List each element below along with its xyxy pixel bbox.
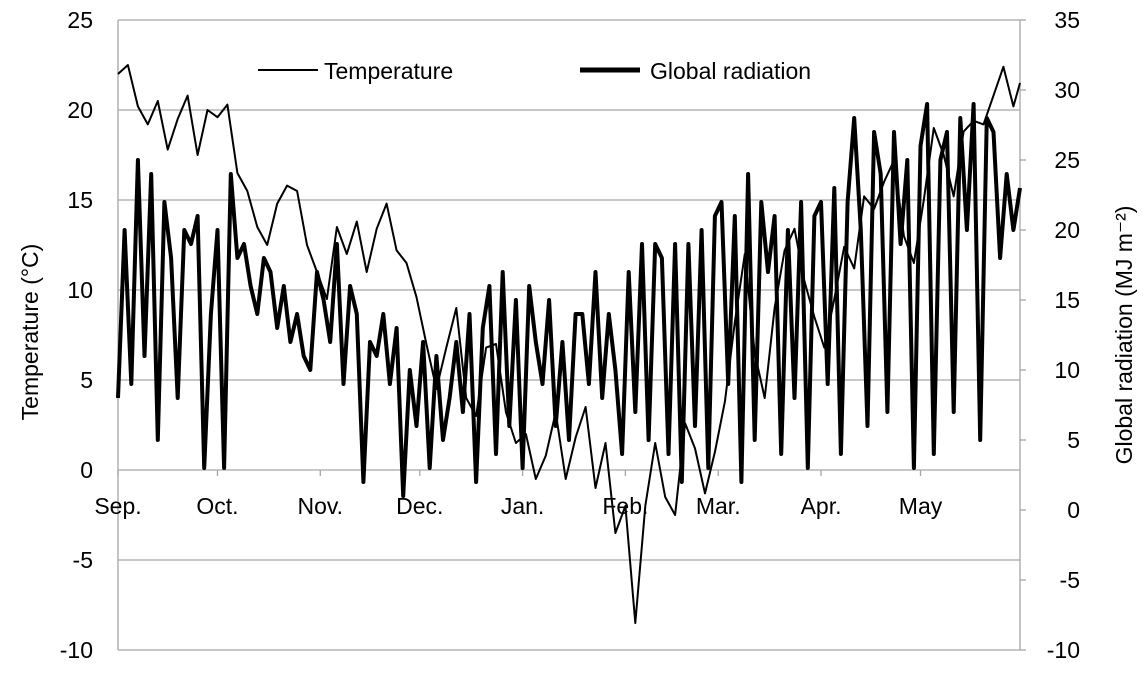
y2-tick-label: 30	[1054, 77, 1080, 103]
x-tick-label: Nov.	[297, 493, 343, 519]
x-tick-label: Jan.	[501, 493, 544, 519]
legend-label-global-radiation: Global radiation	[650, 58, 811, 84]
x-tick-labels: Sep. Oct. Nov. Dec. Jan. Feb. Mar. Apr. May	[94, 470, 943, 519]
x-tick-label: Mar.	[696, 493, 741, 519]
y2-tick-label: -5	[1060, 567, 1080, 593]
legend-label-temperature: Temperature	[324, 58, 453, 84]
y2-tick-label: 25	[1054, 147, 1080, 173]
left-y-tick-labels: 25 20 15 10 5 0 -5 -10	[60, 7, 93, 663]
y-tick-label: -10	[60, 637, 93, 663]
series-lines	[116, 64, 1022, 624]
x-tick-label: Apr.	[801, 493, 842, 519]
x-tick-label: May	[899, 493, 943, 519]
y-tick-label: 15	[67, 187, 93, 213]
y2-axis-title: Global radiation (MJ m⁻²)	[1111, 206, 1137, 465]
x-tick-label: Oct.	[196, 493, 238, 519]
y2-tick-label: 10	[1054, 357, 1080, 383]
y-tick-label: 0	[80, 457, 93, 483]
legend: Temperature Global radiation	[258, 58, 811, 84]
y2-tick-label: 0	[1067, 497, 1080, 523]
y-tick-label: 25	[67, 7, 93, 33]
series-line-global-radiation	[116, 102, 1022, 498]
y2-tick-label: 35	[1054, 7, 1080, 33]
y2-tick-label: 15	[1054, 287, 1080, 313]
y-tick-label: 5	[80, 367, 93, 393]
x-tick-label: Sep.	[94, 493, 141, 519]
y2-tick-label: -10	[1047, 637, 1080, 663]
gridlines	[117, 19, 1021, 651]
y-tick-label: 20	[67, 97, 93, 123]
y-tick-label: -5	[73, 547, 93, 573]
y2-tick-label: 20	[1054, 217, 1080, 243]
y-tick-label: 10	[67, 277, 93, 303]
y-axis-title: Temperature (°C)	[17, 244, 43, 421]
y2-tick-label: 5	[1067, 427, 1080, 453]
right-y-tick-labels: 35 30 25 20 15 10 5 0 -5 -10	[1020, 7, 1080, 663]
